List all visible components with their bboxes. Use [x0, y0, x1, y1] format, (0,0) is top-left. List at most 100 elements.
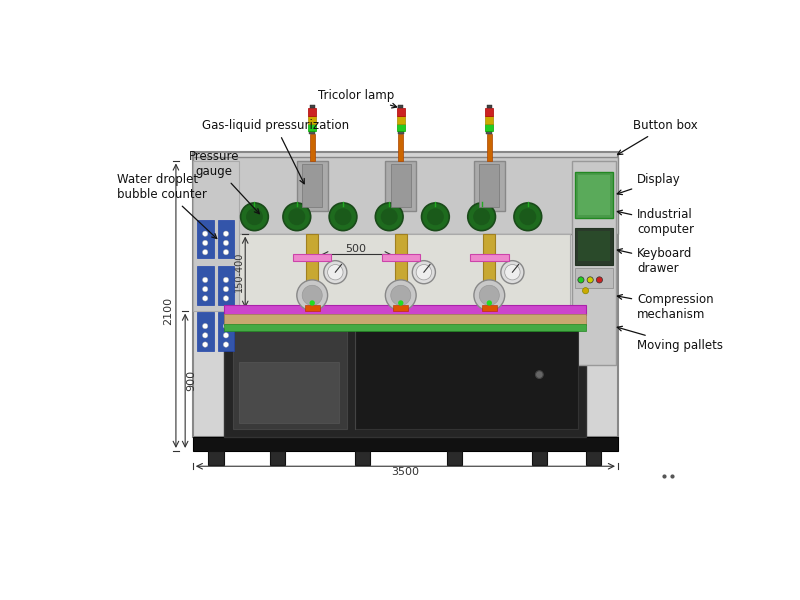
Bar — [574, 268, 614, 287]
Text: Compression
mechanism: Compression mechanism — [618, 293, 714, 321]
Bar — [224, 312, 586, 437]
Bar — [487, 134, 492, 161]
Bar — [397, 124, 405, 131]
Bar — [578, 230, 610, 262]
Circle shape — [223, 296, 229, 301]
Bar — [302, 164, 322, 207]
Bar — [486, 108, 493, 116]
Bar — [193, 157, 618, 233]
Circle shape — [202, 332, 208, 338]
Circle shape — [328, 265, 343, 280]
Bar — [574, 227, 614, 265]
Circle shape — [202, 342, 208, 347]
Bar — [208, 451, 224, 464]
Bar — [308, 124, 316, 131]
Circle shape — [324, 260, 347, 284]
Bar — [193, 161, 239, 311]
Circle shape — [223, 286, 229, 292]
Bar — [224, 305, 586, 314]
Bar — [218, 312, 234, 351]
Text: Industrial
computer: Industrial computer — [618, 208, 694, 236]
Bar — [382, 254, 420, 260]
Text: Keyboard
drawer: Keyboard drawer — [618, 247, 693, 275]
Circle shape — [302, 285, 322, 305]
Bar — [578, 175, 610, 215]
Circle shape — [422, 203, 450, 230]
Circle shape — [381, 208, 398, 225]
Bar — [233, 320, 347, 429]
Circle shape — [479, 285, 499, 305]
Bar — [479, 164, 499, 207]
Bar — [572, 161, 616, 365]
Bar — [398, 131, 404, 134]
Text: Gas-liquid pressurization: Gas-liquid pressurization — [202, 119, 350, 184]
Bar — [470, 254, 509, 260]
Circle shape — [297, 280, 328, 311]
Bar — [218, 266, 234, 305]
Bar — [486, 116, 493, 124]
Bar — [574, 172, 614, 218]
Circle shape — [246, 208, 263, 225]
Bar — [193, 152, 618, 437]
Circle shape — [223, 277, 229, 283]
Bar — [394, 233, 407, 311]
Bar — [197, 266, 214, 305]
Text: 900: 900 — [186, 370, 196, 391]
Circle shape — [486, 301, 492, 305]
Circle shape — [283, 203, 310, 230]
Bar — [297, 161, 328, 211]
Circle shape — [223, 240, 229, 245]
Circle shape — [587, 277, 594, 283]
Circle shape — [519, 208, 536, 225]
Bar — [224, 324, 586, 331]
Bar — [354, 451, 370, 464]
Circle shape — [375, 203, 403, 230]
Circle shape — [288, 208, 306, 225]
Circle shape — [398, 301, 403, 305]
Circle shape — [241, 203, 268, 230]
Text: Water droplet
bubble counter: Water droplet bubble counter — [118, 173, 217, 239]
Circle shape — [412, 260, 435, 284]
Text: 2100: 2100 — [163, 296, 174, 325]
Bar — [270, 451, 286, 464]
Bar — [386, 161, 416, 211]
Circle shape — [578, 277, 584, 283]
Bar — [310, 134, 314, 161]
Circle shape — [514, 203, 542, 230]
Bar — [397, 108, 405, 116]
Bar — [390, 164, 410, 207]
Bar — [309, 131, 315, 134]
Bar — [218, 220, 234, 259]
Bar — [447, 451, 462, 464]
Circle shape — [329, 203, 357, 230]
Bar — [486, 131, 492, 134]
Bar — [305, 305, 320, 311]
Circle shape — [223, 342, 229, 347]
Bar — [354, 320, 578, 429]
Circle shape — [334, 208, 351, 225]
Text: Button box: Button box — [618, 119, 698, 155]
Circle shape — [505, 265, 520, 280]
Bar — [474, 161, 505, 211]
Circle shape — [223, 231, 229, 236]
Circle shape — [223, 323, 229, 329]
Bar — [398, 134, 403, 161]
Bar — [197, 220, 214, 259]
Text: Pressure
gauge: Pressure gauge — [189, 151, 259, 214]
Bar — [398, 105, 403, 108]
Bar — [239, 362, 339, 423]
Circle shape — [535, 371, 543, 379]
Bar — [486, 124, 493, 131]
Circle shape — [582, 287, 589, 294]
Circle shape — [202, 240, 208, 245]
Bar — [586, 451, 601, 464]
Circle shape — [223, 332, 229, 338]
Bar — [224, 314, 586, 325]
Circle shape — [596, 277, 602, 283]
Bar — [393, 305, 409, 311]
Circle shape — [202, 231, 208, 236]
Circle shape — [501, 260, 524, 284]
Bar — [293, 254, 331, 260]
Circle shape — [202, 323, 208, 329]
Circle shape — [468, 203, 495, 230]
